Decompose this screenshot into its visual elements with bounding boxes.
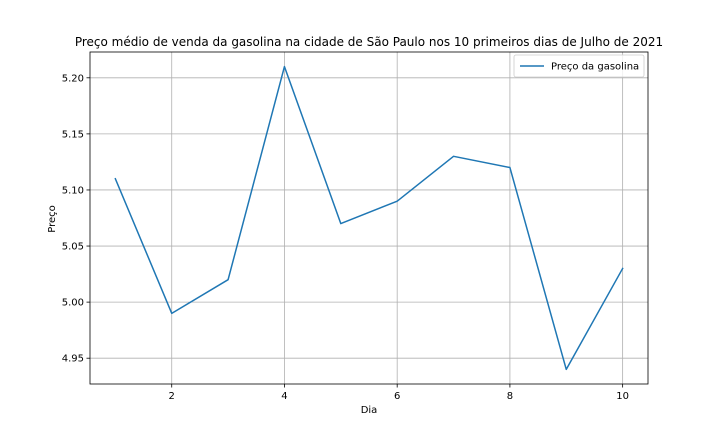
y-tick-label: 5.05 <box>62 242 84 253</box>
y-axis-label: Preço <box>47 205 58 233</box>
x-tick-label: 2 <box>169 391 175 402</box>
grid-lines <box>90 52 648 384</box>
x-tick-label: 4 <box>281 391 287 402</box>
x-tick-label: 8 <box>507 391 513 402</box>
y-tick-label: 4.95 <box>62 354 84 365</box>
x-tick-label: 10 <box>616 391 629 402</box>
series-layer <box>114 65 624 371</box>
y-tick-label: 5.10 <box>62 185 84 196</box>
x-tick-label: 6 <box>394 391 400 402</box>
axis-ticks: 2 4 6 8 10 4.95 5.00 5.05 5.10 5.15 5.20 <box>62 73 629 402</box>
x-axis-label: Dia <box>361 405 378 416</box>
y-tick-label: 5.00 <box>62 298 84 309</box>
series-line-preco-da-gasolina <box>114 65 624 371</box>
legend-box <box>513 54 645 78</box>
chart-title: Preço médio de venda da gasolina na cida… <box>75 35 663 49</box>
y-tick-label: 5.20 <box>62 73 84 84</box>
y-tick-label: 5.15 <box>62 129 84 140</box>
legend: Preço da gasolina <box>513 54 645 78</box>
legend-label-preco-da-gasolina: Preço da gasolina <box>551 62 639 73</box>
plot-area-frame <box>89 51 649 385</box>
